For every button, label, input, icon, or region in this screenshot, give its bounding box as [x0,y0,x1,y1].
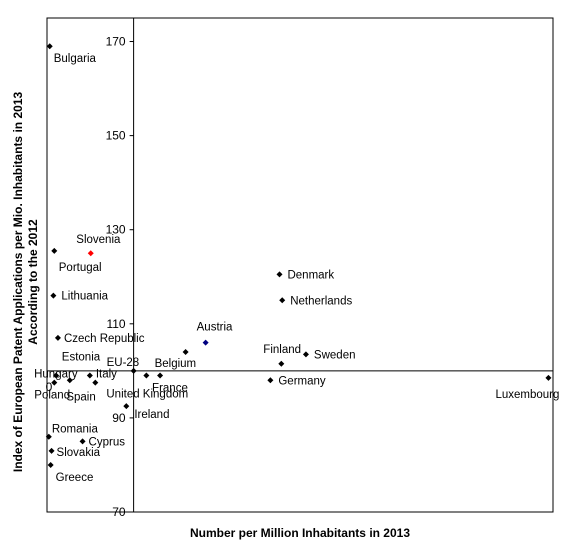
data-point [51,247,58,254]
x-tick-group: 5000 [46,380,53,394]
y-tick-label: 150 [106,129,126,143]
data-point [51,379,58,386]
data-point [47,461,54,468]
data-point [143,372,150,379]
data-point-label: Spain [66,392,95,404]
data-point [182,349,189,356]
y-axis-title-line2: According to the 2012 [26,219,40,345]
y-tick-label: 90 [112,411,126,425]
data-point [276,271,283,278]
data-label-group: Bulgaria Slovenia Portugal Lithuania Czech R… [34,53,559,484]
data-point-label: Estonia [62,351,101,363]
data-point [48,447,55,454]
data-point-label: Slovakia [57,447,101,459]
x-zero-label: 0 [46,380,53,394]
data-point-label: Romania [52,424,99,436]
x-axis-title: Number per Million Inhabitants in 2013 [190,526,410,540]
data-point [46,43,53,50]
data-point-label: Netherlands [290,295,352,307]
data-point [545,374,552,381]
y-tick-label: 110 [106,317,125,331]
data-point [86,372,93,379]
y-axis-title-group: Index of European Patent Applications pe… [11,92,40,473]
data-point-label: Czech Republic [64,333,145,345]
y-tick-label: 130 [106,223,126,237]
y-tick-group: 170 150 130 110 90 70 [106,35,134,519]
data-point [50,292,57,299]
data-point [87,250,94,257]
data-point-label: Poland [34,390,70,402]
data-point [157,372,164,379]
data-point [278,360,285,367]
data-point [66,377,73,384]
data-point [302,351,309,358]
data-point [267,377,274,384]
data-point-label: Germany [278,375,326,387]
data-point-label: Austria [197,322,233,334]
data-point-label: Hungary [34,369,78,381]
data-point-label: Belgium [155,358,197,370]
data-point-label: Greece [56,472,94,484]
y-tick-label: 70 [112,505,126,519]
data-point-label: Italy [96,369,117,381]
data-point-label: Sweden [314,349,356,361]
data-point [45,433,52,440]
data-point-label: Lithuania [61,291,108,303]
data-point-label: Ireland [134,409,169,421]
data-point [202,339,209,346]
data-point [130,367,137,374]
plot-area-frame [46,17,554,513]
data-point [279,297,286,304]
data-point [123,403,130,410]
data-point-label: United Kingdom [106,389,188,401]
data-point-label: Luxembourg [495,389,559,401]
data-point-group [45,43,552,468]
data-point-label: France [152,383,188,395]
data-point-label: Portugal [59,262,102,274]
data-point-label: Bulgaria [54,53,97,65]
data-point-label: Slovenia [76,234,121,246]
data-point [92,379,99,386]
y-tick-label: 170 [106,35,126,49]
data-point-label: Cyprus [89,436,126,448]
data-point [54,334,61,341]
data-point [53,372,60,379]
data-point-label: Finland [263,344,301,356]
data-point-label: Denmark [287,269,334,281]
data-point [79,438,86,445]
data-point-label: EU-28 [107,357,140,369]
y-axis-title-line1: Index of European Patent Applications pe… [11,92,25,473]
